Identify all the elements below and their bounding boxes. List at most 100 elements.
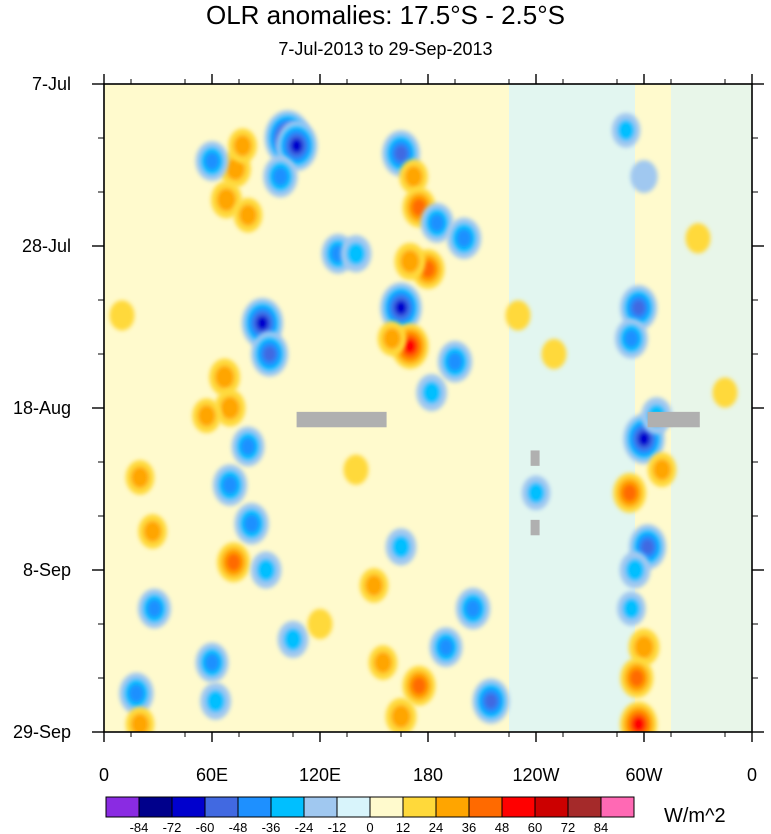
anomaly-blob xyxy=(399,159,428,194)
anomaly-blob xyxy=(611,112,641,148)
anomaly-blob xyxy=(137,588,171,629)
anomaly-contour xyxy=(630,160,658,193)
colorbar-swatch xyxy=(303,796,338,818)
anomaly-blob xyxy=(263,155,298,198)
anomaly-blob xyxy=(125,706,155,732)
anomaly-contour xyxy=(147,599,162,618)
anomaly-contour xyxy=(283,628,303,651)
anomaly-blob xyxy=(211,181,242,219)
pale-blue-zone xyxy=(671,84,752,732)
missing-data-bar xyxy=(530,450,540,466)
anomaly-blob xyxy=(628,628,660,666)
colorbar-swatch xyxy=(468,796,503,818)
colorbar-tick-label: -12 xyxy=(328,820,347,834)
axes: 0 60E 120E 180 120W 60W 0 7-Jul 28-Jul 18-Aug 8-Se… xyxy=(13,74,764,785)
anomaly-blob xyxy=(521,475,551,511)
anomaly-blob xyxy=(212,464,248,506)
colorbar-tick-label: -24 xyxy=(295,820,314,834)
anomaly-blob xyxy=(343,454,369,485)
anomaly-contour xyxy=(629,669,645,687)
y-tick-label: 7-Jul xyxy=(32,74,71,94)
chart-subtitle: 7-Jul-2013 to 29-Sep-2013 xyxy=(278,39,493,59)
anomaly-blob xyxy=(195,141,229,182)
anomaly-blob xyxy=(228,128,257,164)
anomaly-contour xyxy=(638,431,650,447)
anomaly-blob xyxy=(192,398,221,434)
anomaly-contour xyxy=(391,535,411,559)
anomaly-contour xyxy=(391,705,411,728)
anomaly-blob xyxy=(277,620,309,659)
anomaly-blob xyxy=(685,223,711,254)
anomaly-contour xyxy=(240,437,256,456)
colorbar-swatch xyxy=(138,796,173,818)
colorbar-swatch xyxy=(171,796,206,818)
colorbar-tick-label: -36 xyxy=(262,820,281,834)
anomaly-blob xyxy=(307,608,333,640)
anomaly-blob xyxy=(200,682,232,720)
anomaly-contour xyxy=(411,676,427,695)
colorbar-tick-label: 60 xyxy=(528,820,542,834)
anomaly-contour xyxy=(263,346,277,362)
anomaly-contour xyxy=(634,635,654,659)
colorbar-tick-label: -84 xyxy=(130,820,149,834)
anomaly-contour xyxy=(239,204,257,226)
anomaly-blob xyxy=(712,377,738,408)
anomaly-contour xyxy=(225,157,245,181)
anomaly-blob xyxy=(251,331,289,377)
anomaly-contour xyxy=(622,597,641,620)
anomaly-blob xyxy=(416,373,447,412)
anomaly-blob xyxy=(217,542,251,583)
colorbar-tick-label: -60 xyxy=(196,820,215,834)
anomaly-blob xyxy=(420,202,454,243)
anomaly-blob xyxy=(620,658,654,698)
colorbar-swatch xyxy=(336,796,371,818)
y-tick-label: 18-Aug xyxy=(13,398,71,418)
anomaly-contour xyxy=(346,242,366,266)
y-tick-label: 8-Sep xyxy=(23,560,71,580)
colorbar-tick-label: -48 xyxy=(229,820,248,834)
chart-title: OLR anomalies: 17.5°S - 2.5°S xyxy=(206,0,565,30)
anomaly-contour xyxy=(641,539,655,555)
anomaly-contour xyxy=(272,167,288,186)
colorbar: -84 -72 -60 -48 -36 -24 -12 0 12 24 36 48 60 72 84 xyxy=(105,796,635,834)
x-tick-label: 180 xyxy=(413,765,443,785)
colorbar-tick-label: 72 xyxy=(561,820,575,834)
anomaly-contour xyxy=(222,475,238,495)
anomaly-contour xyxy=(712,377,738,408)
anomaly-contour xyxy=(220,396,240,420)
anomaly-blob xyxy=(380,282,422,333)
anomaly-contour xyxy=(365,574,383,597)
anomaly-blob xyxy=(446,217,482,260)
anomaly-contour xyxy=(438,638,454,657)
anomaly-blob xyxy=(472,678,510,724)
x-tick-label: 0 xyxy=(747,765,757,785)
colorbar-units-label: W/m^2 xyxy=(664,805,726,827)
anomaly-contour xyxy=(404,165,423,188)
anomaly-blob xyxy=(250,551,282,589)
anomaly-blob xyxy=(541,338,567,370)
anomaly-contour xyxy=(456,229,472,248)
anomaly-contour xyxy=(374,651,392,674)
anomaly-contour xyxy=(216,188,236,212)
colorbar-swatch xyxy=(270,796,305,818)
anomaly-blob xyxy=(619,551,651,589)
anomaly-contour xyxy=(403,338,417,355)
anomaly-blob xyxy=(109,300,135,331)
anomaly-contour xyxy=(447,352,463,371)
anomaly-contour xyxy=(143,520,162,543)
missing-data-bar xyxy=(296,411,387,428)
anomaly-blob xyxy=(402,665,436,706)
anomaly-contour xyxy=(400,250,420,273)
colorbar-swatch xyxy=(567,796,602,818)
colorbar-swatch xyxy=(534,796,569,818)
anomaly-contour xyxy=(307,608,333,640)
anomaly-blob xyxy=(377,321,407,356)
y-tick-label: 29-Sep xyxy=(13,722,71,742)
colorbar-swatch xyxy=(204,796,239,818)
anomaly-blob xyxy=(647,452,677,488)
colorbar-swatch xyxy=(435,796,470,818)
anomaly-blob xyxy=(195,642,229,683)
anomaly-contour xyxy=(505,300,531,331)
anomaly-contour xyxy=(256,315,269,331)
anomaly-contour xyxy=(465,599,481,618)
